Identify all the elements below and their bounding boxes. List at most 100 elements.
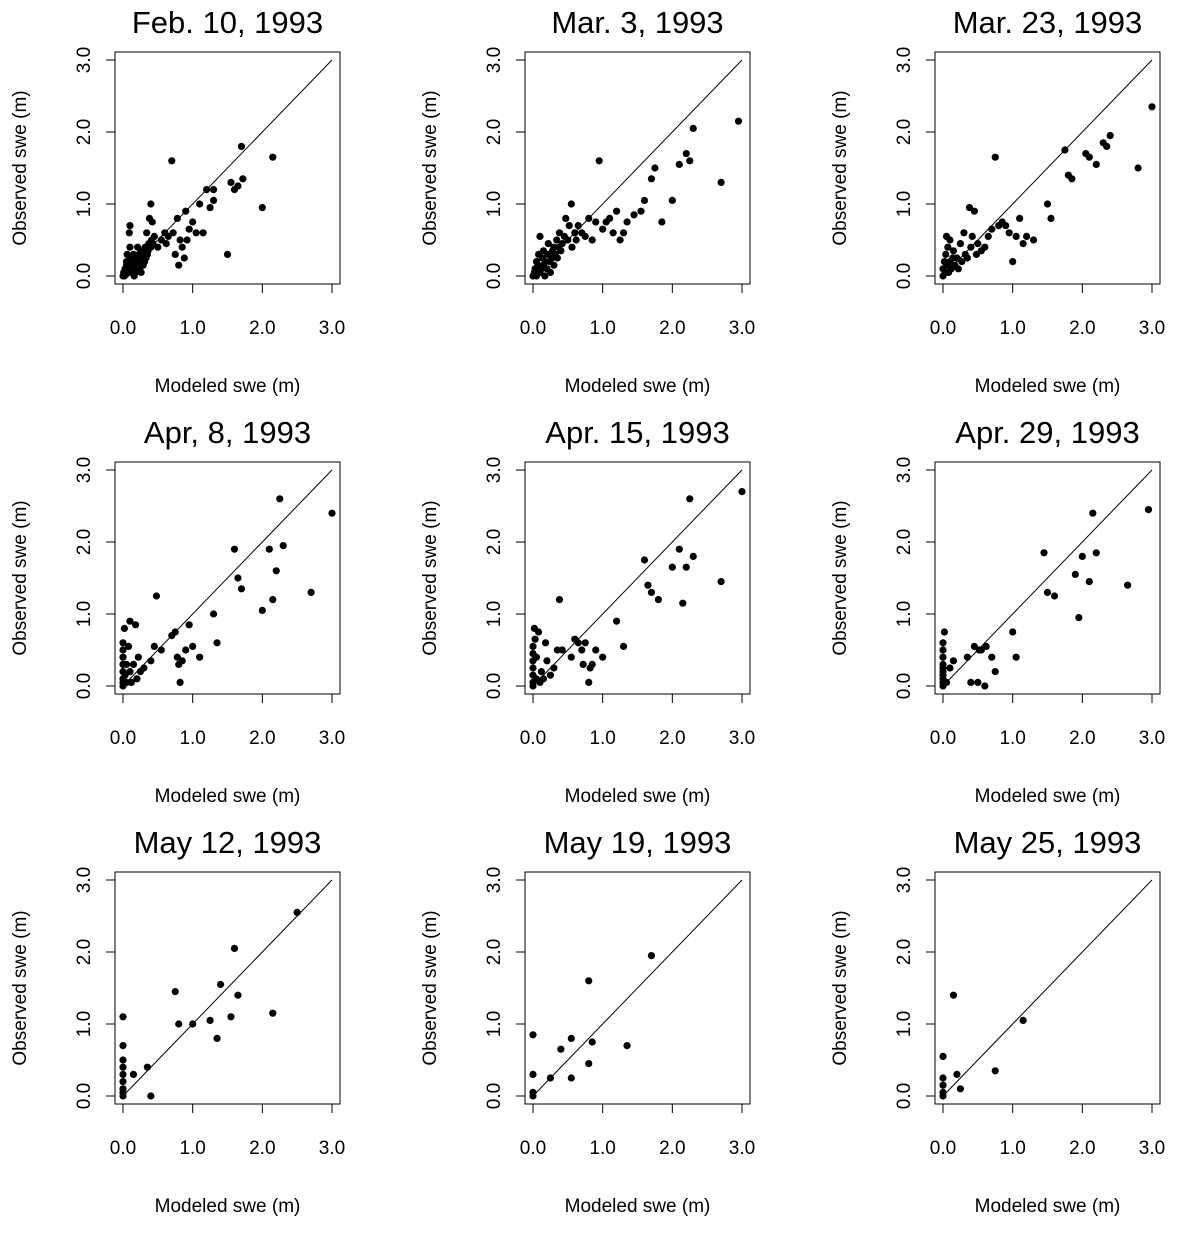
data-point <box>616 236 624 244</box>
data-point <box>543 657 551 665</box>
data-point <box>147 1092 155 1100</box>
data-point <box>171 250 179 258</box>
data-point <box>529 1031 537 1039</box>
y-tick-label: 0.0 <box>484 673 505 699</box>
data-point <box>126 617 134 625</box>
x-tick-label: 0.0 <box>930 728 956 749</box>
data-point <box>534 628 543 636</box>
data-point <box>173 214 181 222</box>
y-axis-label: Observed swe (m) <box>10 90 31 245</box>
data-point <box>567 1074 575 1082</box>
y-axis-label: Observed swe (m) <box>420 910 441 1065</box>
data-point <box>143 229 151 237</box>
data-point <box>637 207 645 215</box>
data-point <box>1068 175 1076 183</box>
data-point <box>183 236 191 244</box>
data-point <box>529 1070 537 1078</box>
data-point <box>991 668 999 676</box>
data-point <box>967 243 975 251</box>
scatter-panel: Feb. 10, 1993 0.0 1.0 2.0 3.0 0.0 1.0 2.0 3.0 Mod… <box>10 5 345 397</box>
data-point <box>529 1088 537 1096</box>
y-tick-label: 1.0 <box>74 191 95 217</box>
data-point <box>119 653 127 661</box>
scatter-panel: Apr. 29, 1993 0.0 1.0 2.0 3.0 0.0 1.0 2.0 3.0 Mod… <box>830 415 1165 807</box>
data-point <box>689 552 697 561</box>
data-point <box>1071 570 1079 579</box>
data-point <box>581 639 589 647</box>
y-tick-label: 1.0 <box>74 601 95 627</box>
x-tick-label: 1.0 <box>179 318 205 339</box>
plot-frame <box>114 51 341 285</box>
x-axis-label: Modeled swe (m) <box>565 1196 711 1217</box>
data-point <box>206 1016 214 1024</box>
y-tick-label: 3.0 <box>484 457 505 483</box>
data-point <box>171 988 179 996</box>
data-point <box>182 207 190 215</box>
x-tick-label: 2.0 <box>1069 318 1095 339</box>
data-point <box>675 545 683 553</box>
y-tick-label: 3.0 <box>74 47 95 73</box>
data-point <box>717 178 725 186</box>
x-tick-label: 1.0 <box>999 318 1025 339</box>
x-axis-label: Modeled swe (m) <box>155 1196 301 1217</box>
data-point <box>227 178 235 186</box>
data-point <box>974 240 982 248</box>
x-tick-label: 3.0 <box>319 1138 345 1159</box>
x-tick-label: 2.0 <box>1069 728 1095 749</box>
data-point <box>119 1042 127 1050</box>
data-point <box>1047 214 1055 222</box>
y-tick-label: 0.0 <box>74 673 95 699</box>
data-point <box>1012 232 1020 240</box>
data-point <box>940 628 948 636</box>
x-tick-label: 1.0 <box>589 728 615 749</box>
data-point <box>946 236 954 244</box>
data-point <box>988 225 996 233</box>
panel-title: Mar. 23, 1993 <box>953 5 1143 40</box>
data-point <box>1106 132 1114 140</box>
data-point <box>654 596 663 604</box>
data-point <box>536 232 544 240</box>
data-point <box>119 639 127 647</box>
data-point <box>1012 653 1020 661</box>
data-point <box>133 675 141 683</box>
scatter-panel: May 19, 1993 0.0 1.0 2.0 3.0 0.0 1.0 2.0 3.0 Mode… <box>420 825 755 1217</box>
data-point <box>119 1063 127 1071</box>
data-point <box>689 124 697 132</box>
data-point <box>216 980 225 989</box>
y-tick-label: 3.0 <box>484 47 505 73</box>
plot-frame <box>114 461 341 695</box>
data-point <box>558 240 566 248</box>
data-point <box>127 678 135 687</box>
data-point <box>124 642 133 651</box>
data-point <box>651 164 659 172</box>
panel-title: Feb. 10, 1993 <box>132 5 323 40</box>
data-point <box>213 1034 221 1042</box>
data-point <box>942 250 950 258</box>
scatter-panel: Apr, 8, 1993 0.0 1.0 2.0 3.0 0.0 1.0 2.0 3.0 Mode… <box>10 415 345 807</box>
y-axis-label: Observed swe (m) <box>420 500 441 655</box>
y-tick-label: 3.0 <box>74 867 95 893</box>
data-point <box>1043 588 1052 597</box>
plot-frame <box>934 461 1161 695</box>
x-tick-label: 3.0 <box>729 318 755 339</box>
x-tick-label: 2.0 <box>659 318 685 339</box>
data-point <box>939 660 947 669</box>
x-tick-label: 3.0 <box>1139 728 1165 749</box>
y-tick-label: 3.0 <box>74 457 95 483</box>
x-tick-label: 2.0 <box>659 1138 685 1159</box>
data-point <box>588 236 596 244</box>
data-point <box>237 585 246 593</box>
data-point <box>984 232 992 240</box>
data-point <box>609 229 617 237</box>
data-point <box>1043 200 1052 208</box>
panel-title: May 12, 1993 <box>134 825 322 860</box>
data-point <box>958 258 966 266</box>
y-tick-label: 2.0 <box>484 939 505 965</box>
data-point <box>1009 628 1017 636</box>
scatter-panel: May 12, 1993 0.0 1.0 2.0 3.0 0.0 1.0 2.0 3.0 Mode… <box>10 825 345 1217</box>
data-point <box>176 678 184 687</box>
data-point <box>939 653 947 661</box>
data-point <box>126 668 134 676</box>
x-tick-label: 1.0 <box>999 1138 1025 1159</box>
